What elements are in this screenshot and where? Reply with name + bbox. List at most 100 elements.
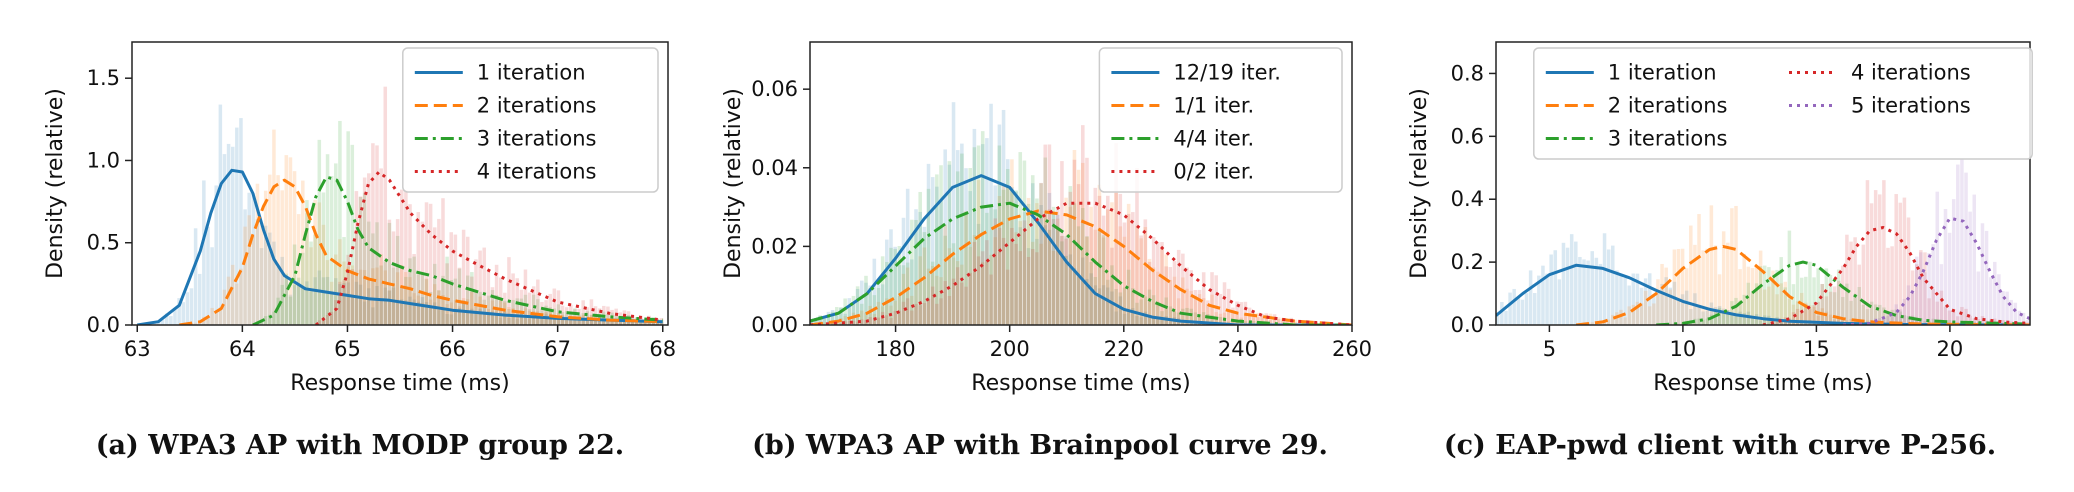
hist-bar [498,300,503,325]
hist-bar [1750,292,1755,325]
hist-bar [1106,287,1110,325]
hist-bar [317,139,322,325]
hist-bar [503,311,507,325]
hist-bar [1097,195,1102,325]
hist-bar [1185,288,1189,325]
hist-bar [1005,159,1010,325]
hist-bar [383,287,388,325]
hist-bar [893,310,897,325]
hist-bar [1927,298,1931,325]
hist-bar [922,226,927,325]
hist-bar [1668,287,1673,325]
hist-bar [1005,186,1010,325]
hist-bar [589,320,594,325]
hist-bar [1114,143,1118,325]
hist-bar [1010,227,1014,325]
hist-bar [1910,292,1915,325]
hist-bar [367,279,371,325]
hist-bar [647,321,651,325]
hist-bar [847,318,852,325]
hist-bar [1001,189,1006,325]
hist-bar [1820,308,1825,325]
hist-bar [1824,296,1829,325]
hist-bar [362,177,367,325]
hist-bar [239,268,243,325]
hist-bar [1795,308,1800,325]
hist-bar [2001,291,2005,325]
hist-bar [465,275,470,325]
hist-bar [1520,299,1525,325]
hist-bar [1623,277,1627,325]
hist-bar [1960,306,1964,325]
hist-bar [989,103,993,325]
hist-bar [296,277,301,325]
hist-bar [338,284,342,325]
hist-bar [1235,321,1239,325]
hist-bar [1014,191,1018,325]
legend-label: 4 iterations [477,160,597,184]
hist-bar [1018,251,1023,325]
hist-bar [1504,310,1508,325]
hist-bar [247,215,251,325]
hist-bar [498,277,503,325]
legend: 1 iteration 2 iterations 3 iterations 4 ite… [1533,47,2033,160]
hist-bar [1923,320,1927,325]
hist-bar [1176,298,1181,325]
hist-bar [1496,315,1500,325]
hist-bar [383,261,388,325]
hist-bar [1853,293,1857,325]
hist-bar [1201,272,1206,325]
hist-bar [531,294,536,325]
hist-bar [478,291,482,325]
hist-bar [1268,313,1273,325]
hist-bar [1039,183,1043,325]
hist-bar [997,195,1002,325]
hist-bar [387,219,392,325]
hist-bar [885,315,889,325]
y-axis-label: Density (relative) [43,88,68,279]
hist-bar [1285,320,1289,325]
hist-bar [441,309,445,325]
hist-bar [515,318,519,325]
hist-bar [1635,273,1640,325]
hist-bar [889,318,893,325]
hist-bar [1972,318,1976,325]
hist-bar [2009,299,2013,325]
hist-bar [1085,236,1089,325]
hist-bar [635,320,639,325]
hist-bar [556,317,561,325]
hist-bar [527,292,532,325]
hist-bar [885,239,889,325]
legend-box [402,47,659,193]
hist-bar [1131,212,1135,325]
hist-bar [1553,250,1558,325]
hist-bar [1738,300,1742,325]
hist-bar [1301,321,1306,325]
hist-bar [643,320,647,325]
series-line-1 [179,178,663,325]
hist-bar [1615,312,1619,325]
hist-bar [593,319,598,325]
hist-bar [243,209,247,325]
hist-bar [1030,175,1035,325]
hist-bar [618,319,623,325]
hist-bar [1001,237,1006,325]
hist-bar [268,232,272,325]
hist-bar [818,315,822,325]
hist-bar [918,191,922,325]
x-tick-label: 65 [334,337,361,361]
hist-bar [342,237,346,325]
hist-bar [1561,242,1566,325]
hist-bar [943,149,947,325]
hist-bar [1114,192,1118,325]
hist-bar [1118,193,1123,325]
hist-bar [1993,261,1997,325]
hist-bar [313,277,317,325]
hist-bar [1243,321,1248,325]
hist-bar [1156,301,1160,325]
hist-bar [1705,318,1709,325]
hist-bar [1742,294,1746,325]
hist-bar [280,284,284,325]
hist-bar [1064,238,1068,325]
hist-bar [457,308,462,325]
